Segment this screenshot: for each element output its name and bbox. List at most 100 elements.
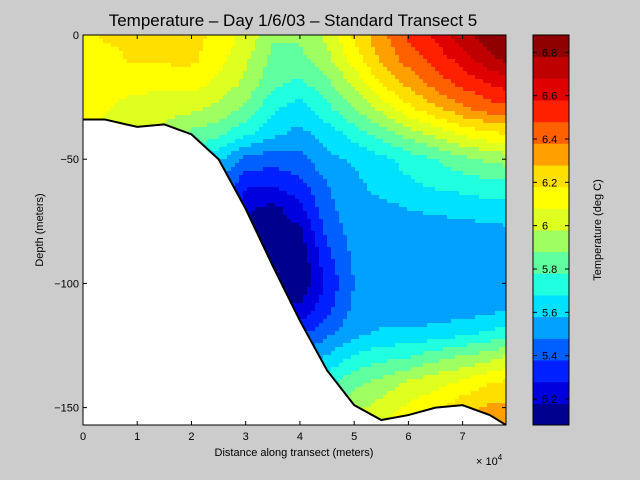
contour-cell [399,67,404,72]
contour-cell [399,99,404,104]
contour-cell [251,195,256,200]
contour-cell [119,107,124,112]
contour-cell [315,191,320,196]
contour-cell [259,191,264,196]
contour-cell [379,87,384,92]
contour-cell [307,119,312,124]
contour-cell [351,87,356,92]
contour-cell [355,115,360,120]
contour-cell [479,163,484,168]
contour-cell [395,63,400,68]
contour-cell [463,127,468,132]
contour-cell [159,55,164,60]
contour-cell [259,183,264,188]
contour-cell [363,79,368,84]
contour-cell [135,47,140,52]
contour-cell [307,63,312,68]
contour-cell [495,191,500,196]
contour-cell [299,83,304,88]
contour-cell [375,147,380,152]
contour-cell [183,119,188,124]
contour-cell [219,63,224,68]
contour-cell [243,43,248,48]
contour-cell [471,175,476,180]
contour-cell [307,151,312,156]
contour-cell [479,87,484,92]
contour-cell [443,167,448,172]
contour-cell [203,87,208,92]
contour-cell [119,111,124,116]
contour-cell [331,75,336,80]
contour-cell [275,91,280,96]
contour-cell [263,175,268,180]
contour-cell [339,131,344,136]
contour-cell [451,171,456,176]
contour-cell [355,107,360,112]
contour-cell [167,87,172,92]
contour-cell [127,71,132,76]
contour-cell [307,139,312,144]
contour-cell [351,175,356,180]
contour-cell [175,111,180,116]
contour-cell [467,123,472,128]
contour-cell [259,131,264,136]
contour-cell [171,91,176,96]
contour-cell [171,119,176,124]
contour-cell [423,171,428,176]
contour-cell [263,151,268,156]
contour-cell [191,115,196,120]
contour-cell [339,219,344,224]
contour-cell [227,75,232,80]
contour-cell [367,43,372,48]
contour-cell [335,207,340,212]
contour-cell [375,91,380,96]
contour-cell [327,67,332,72]
contour-cell [319,143,324,148]
contour-cell [147,103,152,108]
contour-cell [99,55,104,60]
contour-cell [251,119,256,124]
contour-cell [355,87,360,92]
contour-cell [423,43,428,48]
contour-cell [463,191,468,196]
contour-cell [451,123,456,128]
contour-cell [395,191,400,196]
contour-cell [131,91,136,96]
contour-cell [83,71,88,76]
contour-cell [295,147,300,152]
contour-cell [155,119,160,124]
contour-cell [323,179,328,184]
contour-cell [487,183,492,188]
contour-cell [471,123,476,128]
contour-cell [239,63,244,68]
contour-cell [183,115,188,120]
contour-cell [407,79,412,84]
contour-cell [371,55,376,60]
contour-cell [499,123,504,128]
contour-cell [271,107,276,112]
contour-cell [419,171,424,176]
contour-cell [247,159,252,164]
contour-cell [407,103,412,108]
contour-cell [479,63,484,68]
contour-cell [363,183,368,188]
contour-cell [163,99,168,104]
contour-cell [327,215,332,220]
contour-cell [487,123,492,128]
contour-cell [403,83,408,88]
contour-cell [435,99,440,104]
contour-cell [211,35,216,40]
contour-cell [475,79,480,84]
contour-cell [287,131,292,136]
contour-cell [315,183,320,188]
contour-cell [443,139,448,144]
contour-cell [431,183,436,188]
contour-cell [491,131,496,136]
contour-cell [303,211,308,216]
contour-cell [295,127,300,132]
contour-cell [251,127,256,132]
contour-cell [387,39,392,44]
contour-cell [499,111,504,116]
contour-cell [463,147,468,152]
contour-cell [351,115,356,120]
